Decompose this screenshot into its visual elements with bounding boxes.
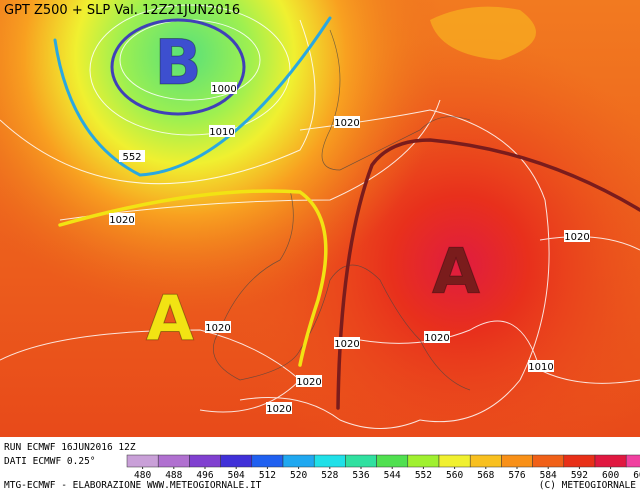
pressure-center: A xyxy=(432,235,480,308)
isobar-label: 1020 xyxy=(109,215,134,226)
isobar-label-box xyxy=(211,82,237,94)
isobar-label-box xyxy=(296,375,322,387)
isobar-label: 1020 xyxy=(334,118,359,129)
isobar-label: 1020 xyxy=(205,323,230,334)
scale-tick-label: 520 xyxy=(290,470,307,481)
isobar-label-box xyxy=(564,230,590,242)
isobar-label-box xyxy=(209,125,235,137)
isobar-label-box xyxy=(119,150,145,162)
isobar-label: 1020 xyxy=(296,377,321,388)
isobar-label: 1020 xyxy=(424,333,449,344)
scale-swatch xyxy=(501,454,533,468)
data-info: DATI ECMWF 0.25° xyxy=(4,456,96,467)
credit: MTG-ECMWF - ELABORAZIONE WWW.METEOGIORNA… xyxy=(4,480,262,491)
analysis-lines xyxy=(53,16,640,410)
scale-tick-label: 536 xyxy=(352,470,369,481)
scale-tick-label: 568 xyxy=(477,470,494,481)
isobar-label-box xyxy=(205,321,231,333)
scale-swatch xyxy=(625,454,640,468)
scale-tick-label: 504 xyxy=(228,470,245,481)
scale-swatch xyxy=(345,454,377,468)
isobar-label-box xyxy=(528,360,554,372)
scale-swatch xyxy=(251,454,284,468)
scale-tick-label: 528 xyxy=(321,470,338,481)
scale-tick-label: 488 xyxy=(165,470,182,481)
scale-tick-label: 592 xyxy=(571,470,588,481)
isobar-label-box xyxy=(424,331,450,343)
scale-tick-label: 608 xyxy=(633,470,640,481)
scale-swatch xyxy=(532,454,565,468)
isobar-label: 1010 xyxy=(209,127,234,138)
isobar-label-box xyxy=(266,402,292,414)
scale-swatch xyxy=(313,454,346,468)
isobar-label: 1010 xyxy=(528,362,553,373)
coastlines xyxy=(212,29,471,391)
scale-tick-label: 496 xyxy=(196,470,213,481)
scale-swatch xyxy=(220,454,253,468)
pressure-center: B xyxy=(154,26,201,99)
scale-swatch xyxy=(376,454,409,468)
scale-swatch xyxy=(469,454,502,468)
isobar-label-box xyxy=(109,213,135,225)
isobar-label: 1020 xyxy=(334,339,359,350)
isobar-label-box xyxy=(334,116,360,128)
scale-swatch xyxy=(438,454,471,468)
scale-tick-label: 560 xyxy=(446,470,463,481)
scale-tick-label: 600 xyxy=(602,470,619,481)
scale-swatch xyxy=(563,454,596,468)
scale-tick-label: 576 xyxy=(508,470,525,481)
contours xyxy=(0,4,640,429)
scale-tick-label: 584 xyxy=(540,470,557,481)
scale-swatch xyxy=(189,454,221,468)
scale-tick-label: 552 xyxy=(415,470,432,481)
isobar-label-box xyxy=(334,337,360,349)
scale-swatch xyxy=(407,454,440,468)
isobar-label: 552 xyxy=(122,152,141,163)
map-title: GPT Z500 + SLP Val. 12Z21JUN2016 xyxy=(4,3,240,18)
scale-swatch xyxy=(157,454,190,468)
scale-tick-label: 544 xyxy=(384,470,401,481)
copyright: (C) METEOGIORNALE xyxy=(539,480,637,491)
scale-swatch xyxy=(594,454,627,468)
pressure-center: A xyxy=(146,282,194,355)
scale-swatch xyxy=(126,454,159,468)
scale-tick-label: 512 xyxy=(259,470,276,481)
scale-tick-label: 480 xyxy=(134,470,151,481)
isobar-label: 1000 xyxy=(211,84,236,95)
scale-swatch xyxy=(282,454,315,468)
run-info: RUN ECMWF 16JUN2016 12Z xyxy=(4,442,136,453)
isobar-label: 1020 xyxy=(564,232,589,243)
isobar-label: 1020 xyxy=(266,404,291,415)
